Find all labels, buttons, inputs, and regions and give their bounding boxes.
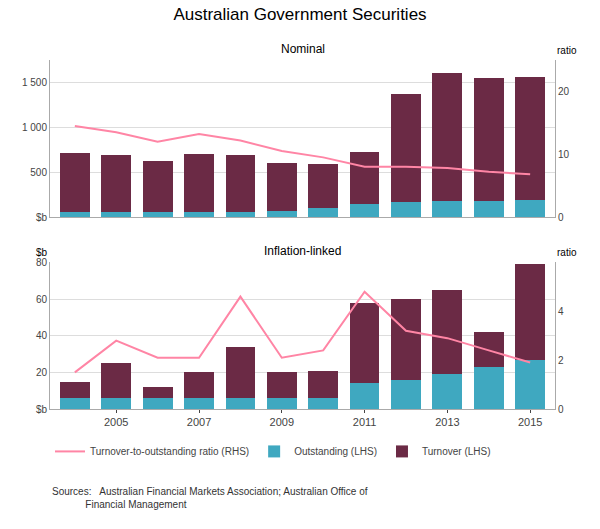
svg-text:2015: 2015 <box>518 416 542 428</box>
svg-text:ratio: ratio <box>557 247 577 258</box>
svg-text:$b: $b <box>36 404 48 415</box>
svg-text:2007: 2007 <box>187 416 211 428</box>
svg-text:10: 10 <box>558 149 570 160</box>
svg-text:40: 40 <box>36 330 48 341</box>
svg-text:0: 0 <box>558 404 564 415</box>
svg-text:20: 20 <box>36 367 48 378</box>
svg-text:2: 2 <box>558 355 564 366</box>
svg-text:500: 500 <box>30 167 47 178</box>
svg-text:2013: 2013 <box>435 416 459 428</box>
svg-text:$b: $b <box>36 212 48 223</box>
svg-text:$b: $b <box>36 247 48 258</box>
svg-text:ratio: ratio <box>557 45 577 56</box>
svg-text:20: 20 <box>558 86 570 97</box>
svg-text:80: 80 <box>36 257 48 268</box>
svg-text:Inflation-linked: Inflation-linked <box>264 244 341 258</box>
svg-text:2005: 2005 <box>104 416 128 428</box>
svg-text:1 500: 1 500 <box>22 77 47 88</box>
svg-text:Australian Government Securiti: Australian Government Securities <box>173 5 426 24</box>
svg-text:Sources: Australian Financia: Sources: Australian Financial Markets As… <box>52 486 368 510</box>
svg-text:Turnover-to-outstanding ratio: Turnover-to-outstanding ratio (RHS) <box>90 446 249 457</box>
svg-text:Turnover (LHS): Turnover (LHS) <box>422 446 491 457</box>
svg-text:2009: 2009 <box>270 416 294 428</box>
svg-text:Nominal: Nominal <box>281 42 325 56</box>
svg-text:Outstanding (LHS): Outstanding (LHS) <box>294 446 377 457</box>
svg-text:0: 0 <box>558 212 564 223</box>
svg-text:1 000: 1 000 <box>22 122 47 133</box>
svg-text:60: 60 <box>36 294 48 305</box>
svg-text:4: 4 <box>558 306 564 317</box>
svg-text:2011: 2011 <box>353 416 377 428</box>
